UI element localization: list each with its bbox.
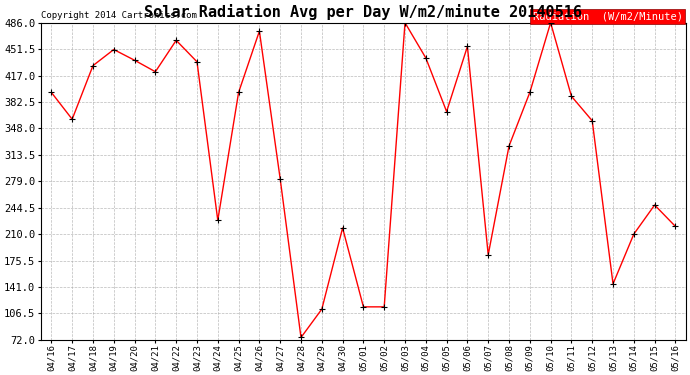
Text: Copyright 2014 Cartronics.com: Copyright 2014 Cartronics.com: [41, 10, 197, 20]
Title: Solar Radiation Avg per Day W/m2/minute 20140516: Solar Radiation Avg per Day W/m2/minute …: [144, 4, 582, 20]
Text: Radiation  (W/m2/Minute): Radiation (W/m2/Minute): [533, 11, 682, 21]
